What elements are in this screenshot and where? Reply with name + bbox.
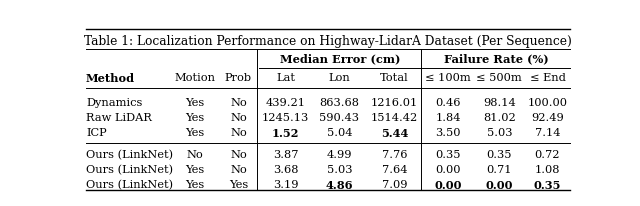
Text: 7.76: 7.76 <box>381 149 407 159</box>
Text: 1216.01: 1216.01 <box>371 97 418 107</box>
Text: 590.43: 590.43 <box>319 112 359 123</box>
Text: ≤ 100m: ≤ 100m <box>426 73 471 83</box>
Text: 3.50: 3.50 <box>435 128 461 138</box>
Text: Yes: Yes <box>185 164 204 174</box>
Text: Ours (LinkNet): Ours (LinkNet) <box>86 179 173 189</box>
Text: 3.68: 3.68 <box>273 164 298 174</box>
Text: No: No <box>186 149 203 159</box>
Text: Yes: Yes <box>229 179 248 189</box>
Text: Motion: Motion <box>174 73 215 83</box>
Text: 0.71: 0.71 <box>486 164 512 174</box>
Text: Dynamics: Dynamics <box>86 97 142 107</box>
Text: 863.68: 863.68 <box>319 97 359 107</box>
Text: 5.03: 5.03 <box>326 164 352 174</box>
Text: 0.00: 0.00 <box>435 179 462 190</box>
Text: 0.72: 0.72 <box>534 149 560 159</box>
Text: Prob: Prob <box>225 73 252 83</box>
Text: Failure Rate (%): Failure Rate (%) <box>444 53 548 64</box>
Text: 0.35: 0.35 <box>486 149 512 159</box>
Text: Method: Method <box>86 72 135 83</box>
Text: 0.35: 0.35 <box>534 179 561 190</box>
Text: 3.87: 3.87 <box>273 149 298 159</box>
Text: Lon: Lon <box>328 73 350 83</box>
Text: Ours (LinkNet): Ours (LinkNet) <box>86 149 173 159</box>
Text: Ours (LinkNet): Ours (LinkNet) <box>86 164 173 174</box>
Text: 7.09: 7.09 <box>381 179 407 189</box>
Text: ≤ End: ≤ End <box>529 73 565 83</box>
Text: 0.00: 0.00 <box>486 179 513 190</box>
Text: No: No <box>230 112 247 123</box>
Text: 5.03: 5.03 <box>486 128 512 138</box>
Text: Median Error (cm): Median Error (cm) <box>280 53 401 64</box>
Text: Yes: Yes <box>185 128 204 138</box>
Text: 4.86: 4.86 <box>326 179 353 190</box>
Text: 1.84: 1.84 <box>435 112 461 123</box>
Text: 1245.13: 1245.13 <box>262 112 309 123</box>
Text: 1514.42: 1514.42 <box>371 112 418 123</box>
Text: 1.08: 1.08 <box>534 164 560 174</box>
Text: Total: Total <box>380 73 409 83</box>
Text: 81.02: 81.02 <box>483 112 516 123</box>
Text: 0.00: 0.00 <box>435 164 461 174</box>
Text: 3.19: 3.19 <box>273 179 298 189</box>
Text: Table 1: Localization Performance on Highway-LidarA Dataset (Per Sequence): Table 1: Localization Performance on Hig… <box>84 35 572 48</box>
Text: ICP: ICP <box>86 128 107 138</box>
Text: 1.52: 1.52 <box>272 127 300 138</box>
Text: Raw LiDAR: Raw LiDAR <box>86 112 152 123</box>
Text: Lat: Lat <box>276 73 295 83</box>
Text: 4.99: 4.99 <box>326 149 352 159</box>
Text: No: No <box>230 164 247 174</box>
Text: ≤ 500m: ≤ 500m <box>476 73 522 83</box>
Text: 5.04: 5.04 <box>326 128 352 138</box>
Text: Yes: Yes <box>185 179 204 189</box>
Text: 7.64: 7.64 <box>381 164 407 174</box>
Text: 7.14: 7.14 <box>534 128 560 138</box>
Text: 0.46: 0.46 <box>435 97 461 107</box>
Text: No: No <box>230 149 247 159</box>
Text: 98.14: 98.14 <box>483 97 516 107</box>
Text: 100.00: 100.00 <box>527 97 568 107</box>
Text: 439.21: 439.21 <box>266 97 305 107</box>
Text: 0.35: 0.35 <box>435 149 461 159</box>
Text: 92.49: 92.49 <box>531 112 564 123</box>
Text: No: No <box>230 128 247 138</box>
Text: Yes: Yes <box>185 97 204 107</box>
Text: Table 1: Localization Performance on Highway-LidarA Dataset (Per Sequence): Table 1: Localization Performance on Hig… <box>84 35 572 48</box>
Text: 5.44: 5.44 <box>381 127 408 138</box>
Text: No: No <box>230 97 247 107</box>
Text: Yes: Yes <box>185 112 204 123</box>
